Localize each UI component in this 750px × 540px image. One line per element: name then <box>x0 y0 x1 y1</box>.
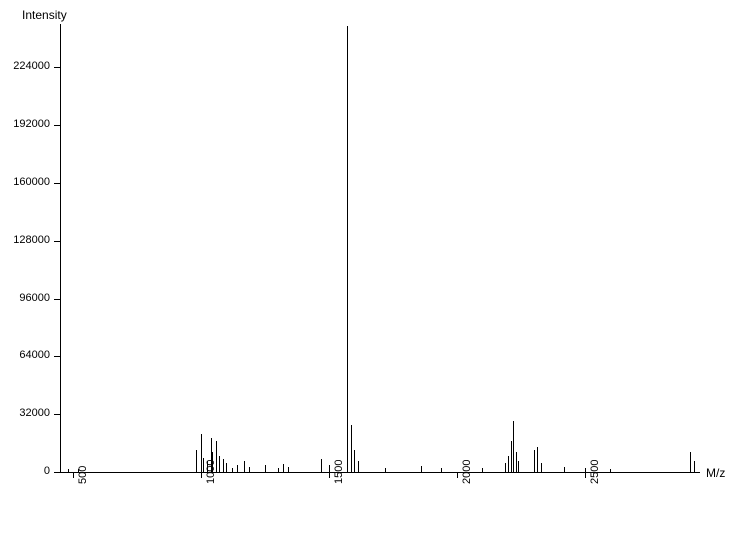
x-axis-title: M/z <box>706 466 725 480</box>
x-tick-label: 500 <box>77 466 89 484</box>
spectrum-peak <box>516 452 517 472</box>
y-tick <box>54 241 60 242</box>
spectrum-peak <box>347 26 348 472</box>
spectrum-peak <box>541 463 542 472</box>
y-tick-label: 0 <box>0 465 50 477</box>
x-tick <box>73 472 74 478</box>
x-tick <box>329 472 330 478</box>
x-tick-label: 2000 <box>461 460 473 484</box>
x-tick <box>457 472 458 478</box>
x-tick-label: 1000 <box>205 460 217 484</box>
x-tick <box>201 472 202 478</box>
y-tick-label: 128000 <box>0 234 50 246</box>
y-tick <box>54 299 60 300</box>
x-tick <box>585 472 586 478</box>
y-tick-label: 192000 <box>0 118 50 130</box>
y-tick <box>54 67 60 68</box>
y-tick-label: 64000 <box>0 349 50 361</box>
spectrum-peak <box>244 461 245 472</box>
mass-spectrum-chart: 0 32000 64000 96000 128000 160000 192000 224000… <box>0 0 750 540</box>
y-tick-label: 224000 <box>0 60 50 72</box>
y-axis <box>60 24 61 472</box>
spectrum-peak <box>537 447 538 472</box>
spectrum-peak <box>351 425 352 472</box>
x-tick-label: 1500 <box>333 460 345 484</box>
spectrum-peak <box>196 450 197 472</box>
plot-area <box>60 24 700 472</box>
y-tick <box>54 414 60 415</box>
spectrum-peak <box>321 459 322 472</box>
spectrum-peak <box>518 461 519 472</box>
spectrum-peak <box>201 434 202 472</box>
spectrum-peak <box>534 450 535 472</box>
y-tick <box>54 125 60 126</box>
spectrum-peak <box>511 441 512 472</box>
spectrum-peak <box>694 461 695 472</box>
y-tick-label: 160000 <box>0 176 50 188</box>
y-tick-label: 32000 <box>0 407 50 419</box>
y-tick <box>54 356 60 357</box>
spectrum-peak <box>513 421 514 472</box>
spectrum-peak <box>329 465 330 472</box>
spectrum-peak <box>283 464 284 472</box>
y-tick <box>54 183 60 184</box>
x-tick-label: 2500 <box>589 460 601 484</box>
y-axis-title: Intensity <box>22 8 67 22</box>
spectrum-peak <box>265 465 266 472</box>
x-axis <box>60 472 700 473</box>
spectrum-peak <box>508 456 509 472</box>
y-tick-label: 96000 <box>0 292 50 304</box>
spectrum-peak <box>226 463 227 472</box>
spectrum-peak <box>223 459 224 472</box>
spectrum-peak <box>354 450 355 472</box>
spectrum-peak <box>690 452 691 472</box>
spectrum-peak <box>505 463 506 472</box>
spectrum-peak <box>358 461 359 472</box>
spectrum-peak <box>237 465 238 472</box>
y-tick <box>54 472 60 473</box>
spectrum-peak <box>219 456 220 472</box>
